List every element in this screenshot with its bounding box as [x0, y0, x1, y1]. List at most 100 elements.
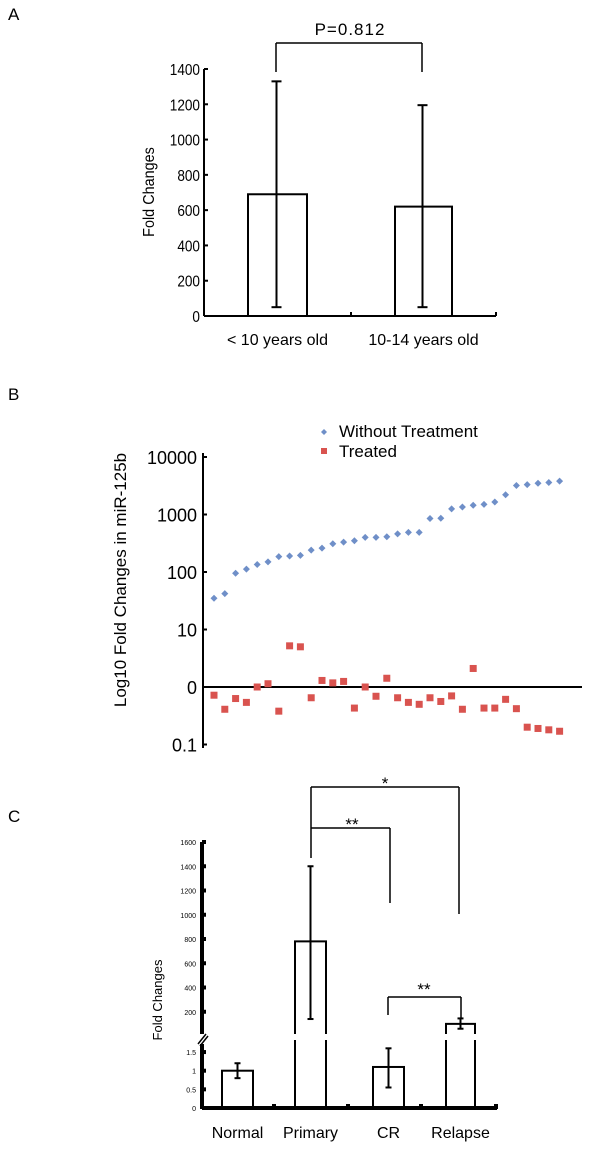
c-y-tick-label: 1400: [180, 864, 196, 871]
panel-label-b: B: [8, 385, 19, 404]
c-y-tick-label: 1: [192, 1069, 196, 1076]
b-point-treated: [253, 683, 261, 691]
b-point-without-treatment: [556, 477, 564, 485]
b-y-tick-label: 0: [187, 678, 197, 698]
c-y-tick: [202, 1068, 206, 1073]
c-y-tick: [202, 1050, 206, 1055]
b-point-without-treatment: [318, 544, 326, 552]
b-point-without-treatment: [253, 561, 261, 569]
b-point-treated: [458, 705, 466, 713]
b-legend-diamond-icon: [321, 429, 327, 435]
c-x-tick-label: Relapse: [431, 1125, 490, 1142]
c-y-tick-label: 400: [184, 986, 196, 993]
c-y-tick: [202, 1106, 206, 1110]
b-point-without-treatment: [296, 551, 304, 559]
b-point-without-treatment: [534, 479, 542, 487]
b-point-treated: [372, 692, 380, 700]
b-legend-square-icon: [321, 448, 327, 454]
b-point-without-treatment: [545, 479, 553, 487]
c-y-tick: [202, 937, 206, 941]
b-point-treated: [275, 707, 283, 715]
b-point-treated: [329, 679, 337, 687]
b-point-treated: [350, 704, 358, 712]
b-point-treated: [437, 697, 445, 705]
b-point-without-treatment: [232, 569, 240, 577]
b-point-without-treatment: [350, 537, 358, 545]
b-point-treated: [556, 727, 564, 735]
b-point-treated: [318, 676, 326, 684]
a-y-tick-label: 200: [177, 274, 200, 291]
b-point-treated: [296, 643, 304, 651]
a-y-tick-label: 800: [177, 168, 200, 185]
c-x-tick-label: CR: [377, 1125, 400, 1142]
b-point-treated: [426, 694, 434, 702]
b-point-without-treatment: [523, 481, 531, 489]
a-x-tick-label: 10-14 years old: [368, 332, 478, 349]
c-y-tick: [202, 1009, 206, 1014]
b-point-without-treatment: [469, 501, 477, 509]
b-point-without-treatment: [340, 538, 348, 546]
b-point-without-treatment: [426, 515, 434, 523]
b-point-treated: [415, 700, 423, 708]
c-y-tick-label: 600: [184, 961, 196, 968]
c-y-axis-label: Fold Changes: [150, 959, 165, 1040]
c-x-tick-label: Primary: [283, 1125, 338, 1142]
b-point-treated: [469, 664, 477, 672]
c-bar-lower: [294, 1040, 327, 1108]
c-y-tick: [202, 912, 206, 917]
b-point-treated: [502, 695, 510, 703]
b-point-without-treatment: [415, 528, 423, 536]
c-x-tick: [494, 1104, 498, 1109]
c-significance-label: **: [345, 815, 359, 834]
c-y-tick-label: 1600: [180, 840, 196, 847]
b-point-treated: [286, 642, 294, 650]
a-y-tick-label: 1200: [170, 97, 200, 114]
c-y-tick: [202, 840, 206, 844]
b-point-without-treatment: [383, 533, 391, 541]
c-significance-label: *: [382, 774, 389, 793]
b-point-without-treatment: [404, 528, 412, 536]
b-point-without-treatment: [437, 514, 445, 522]
b-point-without-treatment: [512, 481, 520, 489]
b-point-without-treatment: [264, 558, 272, 566]
a-y-tick-label: 1000: [170, 133, 200, 150]
b-point-treated: [340, 677, 348, 685]
b-point-without-treatment: [491, 498, 499, 506]
b-point-without-treatment: [307, 546, 315, 554]
b-point-without-treatment: [275, 553, 283, 561]
c-y-tick: [202, 888, 206, 893]
c-y-tick: [202, 1087, 206, 1092]
b-point-treated: [221, 705, 229, 713]
b-y-tick-label: 10000: [147, 448, 197, 468]
b-point-treated: [232, 695, 240, 703]
b-point-without-treatment: [361, 533, 369, 541]
b-point-treated: [523, 723, 531, 731]
b-point-without-treatment: [329, 540, 337, 548]
c-axis-break-mark: [199, 1035, 209, 1047]
b-point-treated: [404, 698, 412, 706]
a-p-value: P=0.812: [315, 20, 386, 39]
c-y-tick: [202, 985, 206, 990]
b-legend-label-without-treatment: Without Treatment: [339, 422, 478, 441]
b-point-treated: [480, 704, 488, 712]
b-point-treated: [394, 694, 402, 702]
c-y-tick-label: 1000: [180, 913, 196, 920]
b-point-treated: [361, 683, 369, 691]
a-y-tick-label: 400: [177, 238, 200, 255]
b-point-without-treatment: [448, 505, 456, 513]
b-point-treated: [264, 680, 272, 688]
b-point-treated: [545, 726, 553, 734]
b-point-without-treatment: [372, 533, 380, 541]
b-legend-label-treated: Treated: [339, 442, 397, 461]
panel-label-a: A: [8, 5, 20, 24]
b-y-tick-label: 1000: [157, 506, 197, 526]
b-y-tick-label: 100: [167, 563, 197, 583]
c-y-tick-label: 800: [184, 937, 196, 944]
b-point-without-treatment: [502, 491, 510, 499]
b-point-treated: [512, 705, 520, 713]
b-point-without-treatment: [458, 503, 466, 511]
c-significance-label: **: [417, 980, 431, 999]
c-y-tick-label: 200: [184, 1010, 196, 1017]
a-x-tick-label: < 10 years old: [227, 332, 328, 349]
b-point-without-treatment: [394, 530, 402, 538]
